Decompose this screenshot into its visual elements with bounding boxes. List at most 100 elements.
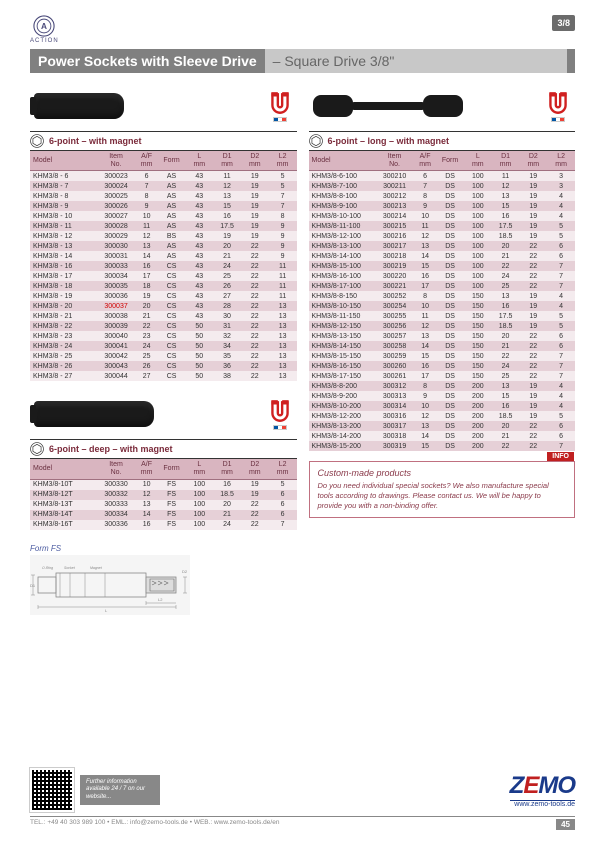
table-row: KHM3/8-15-15030025915DS15022227 bbox=[309, 351, 576, 361]
cell: 15 bbox=[492, 201, 520, 211]
cell: KHM3/8-13-150 bbox=[309, 331, 376, 341]
table-row: KHM3/8-13-15030025713DS15020226 bbox=[309, 331, 576, 341]
cell: 5 bbox=[547, 321, 575, 331]
cell: 13 bbox=[492, 291, 520, 301]
table-row: KHM3/8-13-20030031713DS20020226 bbox=[309, 421, 576, 431]
cell: KHM3/8-13T bbox=[30, 500, 97, 510]
cell: 19 bbox=[241, 490, 269, 500]
cell: 300039 bbox=[97, 321, 136, 331]
cell: 50 bbox=[185, 371, 213, 381]
col-header: L2mm bbox=[269, 151, 297, 171]
cell: 22 bbox=[492, 261, 520, 271]
cell: AS bbox=[158, 251, 186, 261]
cell: 22 bbox=[241, 520, 269, 530]
cell: 13 bbox=[269, 331, 297, 341]
cell: 19 bbox=[213, 231, 241, 241]
cell: KHM3/8-13-100 bbox=[309, 241, 376, 251]
cell: 13 bbox=[269, 301, 297, 311]
cell: 6 bbox=[547, 331, 575, 341]
cell: KHM3/8-17-100 bbox=[309, 281, 376, 291]
table-row: KHM3/8-14-15030025814DS15021226 bbox=[309, 341, 576, 351]
cell: 150 bbox=[464, 341, 492, 351]
table-row: KHM3/8-13-10030021713DS10020226 bbox=[309, 241, 576, 251]
cell: 300217 bbox=[375, 241, 414, 251]
cell: 3 bbox=[547, 181, 575, 191]
cell: KHM3/8-16-100 bbox=[309, 271, 376, 281]
cell: KHM3/8-12-150 bbox=[309, 321, 376, 331]
cell: 200 bbox=[464, 431, 492, 441]
cell: 150 bbox=[464, 331, 492, 341]
cell: CS bbox=[158, 281, 186, 291]
cell: 7 bbox=[547, 361, 575, 371]
cell: 300033 bbox=[97, 261, 136, 271]
cell: 150 bbox=[464, 311, 492, 321]
cell: DS bbox=[436, 341, 464, 351]
cell: DS bbox=[436, 171, 464, 182]
cell: 9 bbox=[414, 391, 436, 401]
brand-name: ACTION bbox=[30, 38, 59, 44]
cell: 300215 bbox=[375, 221, 414, 231]
page-title-bar: Power Sockets with Sleeve Drive – Square… bbox=[30, 49, 575, 73]
cell: 20 bbox=[492, 331, 520, 341]
cell: 20 bbox=[492, 241, 520, 251]
cell: 19 bbox=[519, 381, 547, 391]
cell: CS bbox=[158, 331, 186, 341]
cell: 22 bbox=[241, 371, 269, 381]
cell: 11 bbox=[269, 291, 297, 301]
cell: 200 bbox=[464, 401, 492, 411]
cell: 300333 bbox=[97, 500, 136, 510]
cell: 31 bbox=[213, 321, 241, 331]
cell: 26 bbox=[135, 361, 157, 371]
cell: 300042 bbox=[97, 351, 136, 361]
magnet-icon bbox=[267, 90, 293, 122]
cell: 23 bbox=[135, 331, 157, 341]
cell: 19 bbox=[241, 231, 269, 241]
svg-text:D2: D2 bbox=[182, 569, 188, 574]
cell: KHM3/8 - 19 bbox=[30, 291, 97, 301]
cell: 10 bbox=[135, 211, 157, 221]
table-row: KHM3/8-10-15030025410DS15016194 bbox=[309, 301, 576, 311]
cell: 5 bbox=[547, 221, 575, 231]
cell: 8 bbox=[414, 291, 436, 301]
cell: 300036 bbox=[97, 291, 136, 301]
cell: 300040 bbox=[97, 331, 136, 341]
cell: KHM3/8 - 25 bbox=[30, 351, 97, 361]
cell: 16 bbox=[135, 261, 157, 271]
table-row: KHM3/8-14-20030031814DS20021226 bbox=[309, 431, 576, 441]
cell: 8 bbox=[135, 191, 157, 201]
table-row: KHM3/8 - 2730004427CS50382213 bbox=[30, 371, 297, 381]
cell: 6 bbox=[269, 490, 297, 500]
cell: KHM3/8 - 11 bbox=[30, 221, 97, 231]
cell: 200 bbox=[464, 441, 492, 451]
cell: 300220 bbox=[375, 271, 414, 281]
cell: 18.5 bbox=[492, 411, 520, 421]
cell: 12 bbox=[213, 181, 241, 191]
section-badge: 3/8 bbox=[552, 15, 575, 31]
cell: DS bbox=[436, 431, 464, 441]
info-title: Custom-made products bbox=[318, 468, 567, 478]
cell: 22 bbox=[241, 261, 269, 271]
cell: DS bbox=[436, 411, 464, 421]
cell: DS bbox=[436, 211, 464, 221]
cell: 19 bbox=[519, 401, 547, 411]
cell: DS bbox=[436, 311, 464, 321]
col-header: Model bbox=[30, 151, 97, 171]
cell: BS bbox=[158, 231, 186, 241]
col-header: Form bbox=[436, 151, 464, 171]
table-row: KHM3/8-8-1503002528DS15013194 bbox=[309, 291, 576, 301]
col-header: D1mm bbox=[492, 151, 520, 171]
cell: 22 bbox=[241, 251, 269, 261]
cell: KHM3/8-14-100 bbox=[309, 251, 376, 261]
cell: 7 bbox=[547, 441, 575, 451]
cell: 18.5 bbox=[492, 321, 520, 331]
cell: 300218 bbox=[375, 251, 414, 261]
col-header: A/Fmm bbox=[414, 151, 436, 171]
cell: 22 bbox=[241, 510, 269, 520]
cell: 43 bbox=[185, 251, 213, 261]
table-row: KHM3/8 - 1830003518CS43262211 bbox=[30, 281, 297, 291]
cell: 22 bbox=[241, 271, 269, 281]
product-image-short-socket bbox=[34, 93, 124, 119]
cell: 19 bbox=[241, 181, 269, 191]
svg-text:L: L bbox=[105, 608, 108, 613]
cell: 22 bbox=[241, 500, 269, 510]
